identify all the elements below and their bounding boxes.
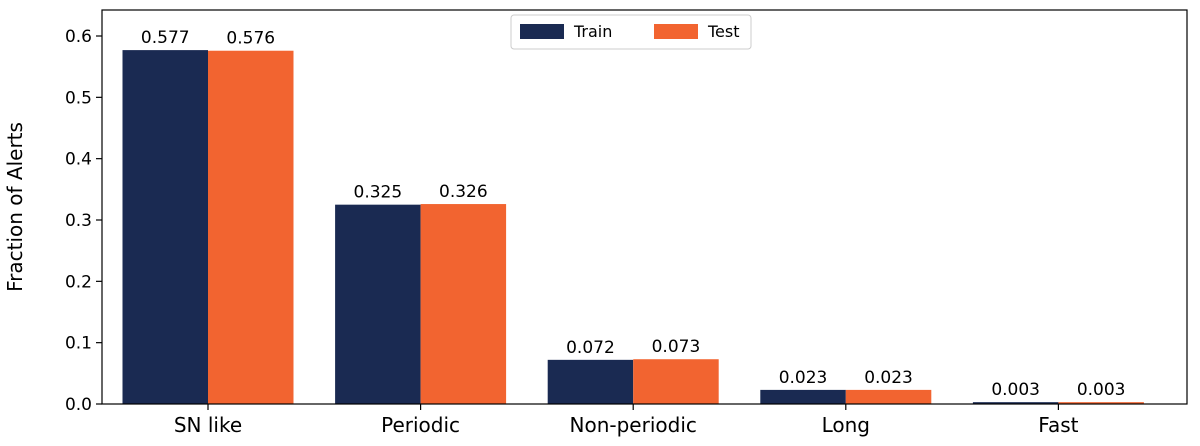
bars <box>122 50 1144 405</box>
data-label-train-1: 0.325 <box>354 183 403 203</box>
y-tick-label: 0.1 <box>65 334 92 354</box>
y-tick-label: 0.6 <box>65 27 92 47</box>
legend-frame <box>510 14 752 50</box>
x-tick-label: Long <box>822 413 870 437</box>
bar-test-4 <box>1058 402 1144 404</box>
y-tick-label: 0.4 <box>65 150 92 170</box>
legend-swatch-test <box>654 24 698 39</box>
legend-label-train: Train <box>573 22 612 41</box>
legend-swatch-train <box>520 24 564 39</box>
plot-frame <box>101 9 1188 405</box>
bar-test-0 <box>208 50 294 404</box>
data-label-test-0: 0.576 <box>226 29 275 49</box>
bar-test-3 <box>845 389 932 404</box>
y-axis-title: Fraction of Alerts <box>3 122 27 292</box>
data-label-train-2: 0.072 <box>566 338 615 358</box>
y-tick-label: 0.3 <box>65 211 92 231</box>
bar-test-1 <box>420 204 507 404</box>
x-tick-label: Fast <box>1038 413 1078 437</box>
y-axis-ticks: 0.0 0.1 0.2 0.3 0.4 0.5 0.6 <box>65 27 102 415</box>
bar-test-2 <box>633 359 719 404</box>
data-label-test-4: 0.003 <box>1077 380 1126 400</box>
bar-train-0 <box>122 50 208 405</box>
y-tick-label: 0.2 <box>65 272 92 292</box>
data-label-test-2: 0.073 <box>652 337 701 357</box>
data-label-train-4: 0.003 <box>991 380 1040 400</box>
data-labels: 0.577 0.325 0.072 0.023 0.003 0.576 0.326 0.073… <box>141 28 1126 400</box>
data-label-train-3: 0.023 <box>779 368 828 388</box>
bar-train-4 <box>972 402 1059 404</box>
data-label-train-0: 0.577 <box>141 28 190 48</box>
x-tick-label: Non-periodic <box>570 413 697 437</box>
data-label-test-1: 0.326 <box>439 182 488 202</box>
x-axis-ticks: SN like Periodic Non-periodic Long Fast <box>174 404 1079 437</box>
x-tick-label: SN like <box>174 413 242 437</box>
bar-train-3 <box>760 389 846 404</box>
bar-train-1 <box>335 204 421 404</box>
legend-label-test: Test <box>707 22 740 41</box>
data-label-test-3: 0.023 <box>864 368 913 388</box>
x-tick-label: Periodic <box>381 413 460 437</box>
y-tick-label: 0.0 <box>65 395 92 415</box>
y-tick-label: 0.5 <box>65 88 92 108</box>
bar-train-2 <box>547 359 634 404</box>
legend: Train Test <box>510 14 752 50</box>
